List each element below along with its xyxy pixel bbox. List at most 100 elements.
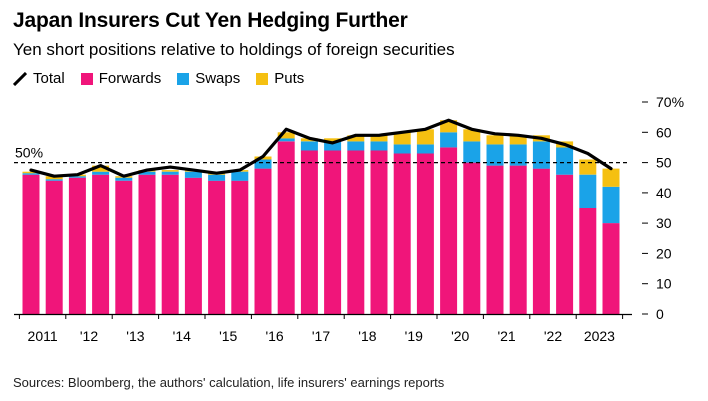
bar-forwards	[486, 165, 504, 314]
bar-puts	[324, 138, 342, 142]
y-tick-label: 40	[656, 185, 672, 201]
bar-forwards	[45, 180, 63, 314]
legend-swatch-puts	[256, 72, 269, 85]
bar-forwards	[347, 150, 365, 314]
bar-forwards	[138, 174, 156, 314]
bar-puts	[161, 170, 179, 172]
bar-swaps	[324, 141, 342, 151]
bar-swaps	[277, 138, 295, 142]
legend-swatch-forwards	[80, 72, 93, 85]
bar-forwards	[440, 147, 458, 314]
bar-forwards	[556, 174, 574, 314]
chart-title: Japan Insurers Cut Yen Hedging Further	[13, 9, 408, 32]
bar-forwards	[579, 208, 597, 314]
bar-swaps	[22, 173, 40, 175]
bar-swaps	[92, 171, 110, 175]
bar-forwards	[92, 174, 110, 314]
bar-forwards	[115, 180, 133, 314]
series-line-total	[29, 118, 613, 178]
bar-forwards	[393, 153, 411, 314]
bar-forwards	[300, 150, 318, 314]
chart-subtitle: Yen short positions relative to holdings…	[13, 40, 455, 59]
x-tick-label: '17	[312, 328, 330, 344]
bar-forwards	[416, 153, 434, 314]
bar-forwards	[208, 180, 226, 314]
bar-swaps	[440, 132, 458, 148]
legend: Total Forwards Swaps Puts	[13, 70, 320, 87]
bar-forwards	[370, 150, 388, 314]
bar-forwards	[277, 141, 295, 314]
bar-puts	[22, 171, 40, 174]
bar-swaps	[115, 177, 133, 181]
bar-forwards	[509, 165, 527, 314]
bar-puts	[579, 159, 597, 175]
bar-swaps	[602, 186, 620, 224]
bar-swaps	[579, 174, 597, 208]
bar-puts	[416, 129, 434, 145]
bar-swaps	[370, 141, 388, 151]
x-tick-label: '18	[358, 328, 376, 344]
bar-swaps	[231, 171, 249, 181]
y-tick-label: 0	[656, 306, 664, 322]
bar-swaps	[556, 147, 574, 175]
legend-item-puts: Puts	[256, 70, 304, 87]
bar-puts	[602, 168, 620, 187]
bar-swaps	[208, 174, 226, 181]
bar-forwards	[231, 180, 249, 314]
bar-swaps	[532, 141, 550, 169]
bar-swaps	[45, 179, 63, 181]
bar-forwards	[254, 168, 272, 314]
bar-puts	[463, 129, 481, 142]
legend-label-forwards: Forwards	[98, 70, 162, 87]
x-tick-label: '16	[265, 328, 283, 344]
x-tick-label: 2011	[28, 328, 58, 344]
legend-label-total: Total	[33, 70, 65, 87]
bar-swaps	[393, 144, 411, 154]
reference-line-label: 50%	[15, 145, 43, 161]
bar-swaps	[161, 171, 179, 175]
bar-puts	[486, 135, 504, 145]
bar-swaps	[254, 159, 272, 169]
bar-forwards	[22, 174, 40, 314]
y-tick-label: 60	[656, 124, 672, 140]
x-tick-label: '21	[497, 328, 515, 344]
x-tick-label: '22	[544, 328, 562, 344]
x-tick-label: '12	[80, 328, 98, 344]
x-tick-label: '20	[451, 328, 469, 344]
bar-swaps	[416, 144, 434, 154]
bar-forwards	[602, 223, 620, 314]
bar-forwards	[161, 174, 179, 314]
x-tick-label: 2023	[584, 328, 615, 344]
legend-item-forwards: Forwards	[80, 70, 162, 87]
legend-item-swaps: Swaps	[177, 70, 240, 87]
bar-swaps	[509, 144, 527, 166]
legend-label-puts: Puts	[274, 70, 305, 87]
x-tick-label: '15	[219, 328, 237, 344]
bar-forwards	[68, 177, 86, 314]
bar-forwards	[532, 168, 550, 314]
source-note: Sources: Bloomberg, the authors' calcula…	[13, 375, 445, 390]
bar-puts	[509, 135, 527, 145]
legend-total-line-icon	[13, 71, 27, 86]
bar-swaps	[463, 141, 481, 163]
bar-puts	[393, 132, 411, 145]
bar-swaps	[138, 171, 156, 175]
bar-forwards	[324, 150, 342, 314]
bar-puts	[347, 135, 365, 142]
bar-forwards	[184, 177, 202, 314]
x-tick-label: '14	[173, 328, 191, 344]
y-tick-label: 10	[656, 276, 672, 292]
bar-swaps	[486, 144, 504, 166]
bar-swaps	[184, 171, 202, 178]
bar-puts	[92, 165, 110, 172]
x-tick-label: '13	[126, 328, 144, 344]
legend-label-swaps: Swaps	[195, 70, 241, 87]
legend-item-total: Total	[13, 70, 65, 87]
bar-puts	[277, 132, 295, 139]
bar-puts	[370, 135, 388, 142]
legend-swatch-swaps	[177, 72, 190, 85]
bar-swaps	[68, 176, 86, 178]
y-tick-label: 70%	[656, 94, 684, 110]
y-tick-label: 20	[656, 245, 672, 261]
